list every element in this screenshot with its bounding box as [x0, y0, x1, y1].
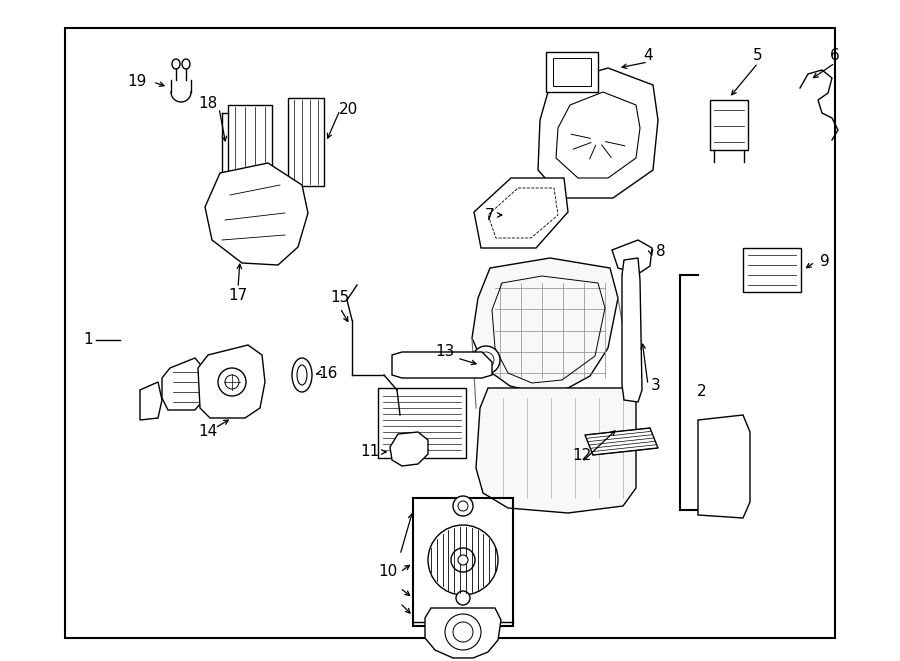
Circle shape — [453, 622, 473, 642]
Polygon shape — [612, 240, 652, 274]
Ellipse shape — [182, 59, 190, 69]
Circle shape — [458, 501, 468, 511]
Text: 11: 11 — [360, 444, 380, 459]
Bar — [710, 100, 748, 150]
Text: 10: 10 — [378, 564, 398, 580]
Text: 20: 20 — [339, 102, 358, 118]
Bar — [743, 248, 801, 292]
Text: 7: 7 — [485, 208, 495, 223]
Circle shape — [456, 591, 470, 605]
Polygon shape — [556, 92, 640, 178]
Bar — [413, 498, 513, 626]
Polygon shape — [698, 415, 750, 518]
Bar — [553, 58, 591, 86]
Circle shape — [225, 375, 239, 389]
Polygon shape — [472, 258, 618, 393]
Text: 1: 1 — [83, 332, 93, 348]
Polygon shape — [585, 428, 658, 455]
Polygon shape — [198, 345, 265, 418]
Circle shape — [445, 614, 481, 650]
Polygon shape — [392, 352, 492, 378]
Circle shape — [428, 525, 498, 595]
Text: 3: 3 — [651, 377, 661, 393]
Circle shape — [458, 555, 468, 565]
Polygon shape — [390, 432, 428, 466]
Circle shape — [451, 548, 475, 572]
Text: 17: 17 — [229, 288, 248, 303]
Circle shape — [472, 346, 500, 374]
Text: 2: 2 — [698, 385, 706, 399]
Text: 14: 14 — [198, 424, 218, 440]
Polygon shape — [488, 188, 558, 238]
Text: 16: 16 — [319, 366, 338, 381]
Bar — [65, 28, 835, 638]
Polygon shape — [476, 388, 636, 513]
Circle shape — [453, 496, 473, 516]
Polygon shape — [205, 163, 308, 265]
Text: 9: 9 — [820, 254, 830, 270]
Text: 12: 12 — [572, 447, 591, 463]
Text: 8: 8 — [656, 245, 666, 260]
Text: 4: 4 — [644, 48, 652, 63]
Polygon shape — [425, 608, 501, 658]
Bar — [546, 52, 598, 92]
Text: 18: 18 — [198, 95, 218, 110]
Polygon shape — [140, 382, 162, 420]
Polygon shape — [622, 258, 642, 402]
Ellipse shape — [297, 365, 307, 385]
Bar — [228, 105, 272, 185]
Text: 13: 13 — [436, 344, 454, 360]
Bar — [378, 388, 466, 458]
Polygon shape — [474, 178, 568, 248]
Polygon shape — [162, 358, 205, 410]
Circle shape — [218, 368, 246, 396]
Text: 19: 19 — [127, 75, 147, 89]
Text: 6: 6 — [830, 48, 840, 63]
Text: 15: 15 — [330, 290, 349, 305]
Text: 5: 5 — [753, 48, 763, 63]
Bar — [288, 98, 324, 186]
Polygon shape — [538, 68, 658, 198]
Ellipse shape — [292, 358, 312, 392]
Circle shape — [478, 352, 494, 368]
Ellipse shape — [172, 59, 180, 69]
